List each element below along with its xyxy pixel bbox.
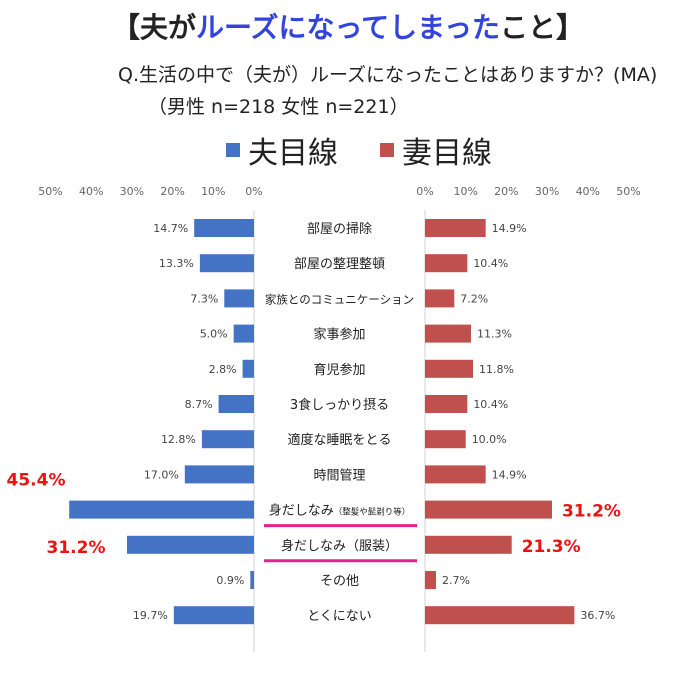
category-label: その他 [320, 574, 359, 589]
husband-value-label: 2.8% [209, 363, 237, 376]
wife-bar [425, 289, 455, 308]
wife-value-label: 10.4% [473, 398, 508, 411]
right-axis-tick-label: 50% [616, 185, 640, 198]
legend-label-husband: 夫目線 [248, 136, 338, 171]
title-highlight: ルーズになってしまった [195, 11, 501, 44]
husband-bar [184, 465, 254, 484]
wife-bar [425, 359, 474, 378]
title-open: 【夫が [111, 11, 196, 44]
husband-bar [194, 219, 254, 237]
right-axis-tick-label: 0% [416, 185, 433, 198]
husband-bar [233, 324, 254, 343]
husband-bar [127, 535, 254, 554]
husband-value-label: 13.3% [159, 257, 194, 270]
wife-bar [425, 430, 466, 449]
right-axis-tick-label: 20% [494, 185, 518, 198]
sample-size: （男性 n=218 女性 n=221） [148, 96, 409, 118]
husband-bar [224, 289, 254, 308]
category-label: 適度な睡眠をとる [287, 432, 391, 448]
category-label: 部屋の整理整頓 [294, 257, 385, 272]
husband-bar [242, 359, 254, 378]
title-close: こと】 [500, 11, 585, 44]
husband-value-label: 45.4% [7, 471, 66, 491]
wife-value-label: 14.9% [492, 468, 527, 481]
survey-question: Q.生活の中で（夫が）ルーズになったことはありますか？(MA) [118, 64, 658, 86]
husband-value-label: 31.2% [47, 538, 106, 558]
husband-bar [173, 606, 254, 625]
husband-value-label: 12.8% [161, 433, 196, 446]
wife-value-label: 11.8% [479, 363, 514, 376]
wife-bar [425, 500, 552, 519]
wife-value-label: 21.3% [522, 537, 581, 557]
wife-value-label: 7.2% [460, 292, 488, 305]
wife-bar [425, 465, 486, 484]
category-label-main: 身だしなみ [269, 503, 334, 519]
wife-bar [425, 535, 512, 554]
wife-value-label: 36.7% [580, 609, 615, 622]
wife-bar [425, 219, 486, 237]
category-label: 部屋の掃除 [307, 221, 372, 237]
husband-value-label: 5.0% [200, 328, 228, 341]
husband-bar [201, 430, 254, 449]
wife-bar [425, 324, 471, 343]
husband-value-label: 8.7% [185, 398, 213, 411]
legend-swatch-husband [226, 143, 240, 157]
right-axis-tick-label: 40% [576, 185, 600, 198]
wife-value-label: 2.7% [442, 574, 470, 587]
category-label: 育児参加 [313, 362, 365, 378]
chart-legend: 夫目線 妻目線 [0, 128, 696, 171]
husband-value-label: 19.7% [133, 609, 168, 622]
wife-bar [425, 395, 468, 413]
category-label: とくにない [307, 609, 372, 624]
category-label: 身だしなみ（服装） [281, 538, 398, 554]
category-label: 3食しっかり摂る [290, 397, 389, 413]
left-axis-tick-label: 30% [120, 185, 144, 198]
husband-value-label: 7.3% [190, 292, 218, 305]
left-axis-tick-label: 10% [201, 185, 225, 198]
wife-bar [425, 606, 575, 625]
legend-item-wife: 妻目線 [380, 128, 492, 172]
wife-value-label: 31.2% [562, 502, 621, 522]
husband-bar [69, 500, 254, 519]
left-axis-tick-label: 40% [79, 185, 103, 198]
category-label-sub: （整髪や髭剃り等） [334, 507, 411, 518]
legend-swatch-wife [380, 143, 394, 157]
husband-value-label: 0.9% [216, 574, 244, 587]
legend-label-wife: 妻目線 [402, 136, 492, 171]
husband-value-label: 14.7% [153, 222, 188, 235]
wife-value-label: 14.9% [492, 222, 527, 235]
wife-value-label: 11.3% [477, 328, 512, 341]
category-label: 時間管理 [313, 468, 365, 483]
left-axis-tick-label: 0% [245, 185, 262, 198]
left-axis-tick-label: 20% [160, 185, 184, 198]
chart-title: 【夫がルーズになってしまったこと】 [0, 6, 696, 46]
category-label: 家族とのコミュニケーション [265, 292, 414, 306]
husband-bar [199, 254, 254, 273]
wife-value-label: 10.4% [473, 257, 508, 270]
husband-bar [218, 395, 254, 413]
category-label: 家事参加 [313, 327, 365, 343]
category-label: 身だしなみ（整髪や髭剃り等） [269, 503, 411, 519]
wife-bar [425, 571, 436, 589]
husband-value-label: 17.0% [144, 468, 179, 481]
legend-item-husband: 夫目線 [226, 128, 338, 172]
right-axis-tick-label: 10% [453, 185, 477, 198]
husband-bar [250, 571, 254, 589]
right-axis-tick-label: 30% [535, 185, 559, 198]
wife-bar [425, 254, 468, 273]
left-axis-tick-label: 50% [38, 185, 62, 198]
wife-value-label: 10.0% [472, 433, 507, 446]
